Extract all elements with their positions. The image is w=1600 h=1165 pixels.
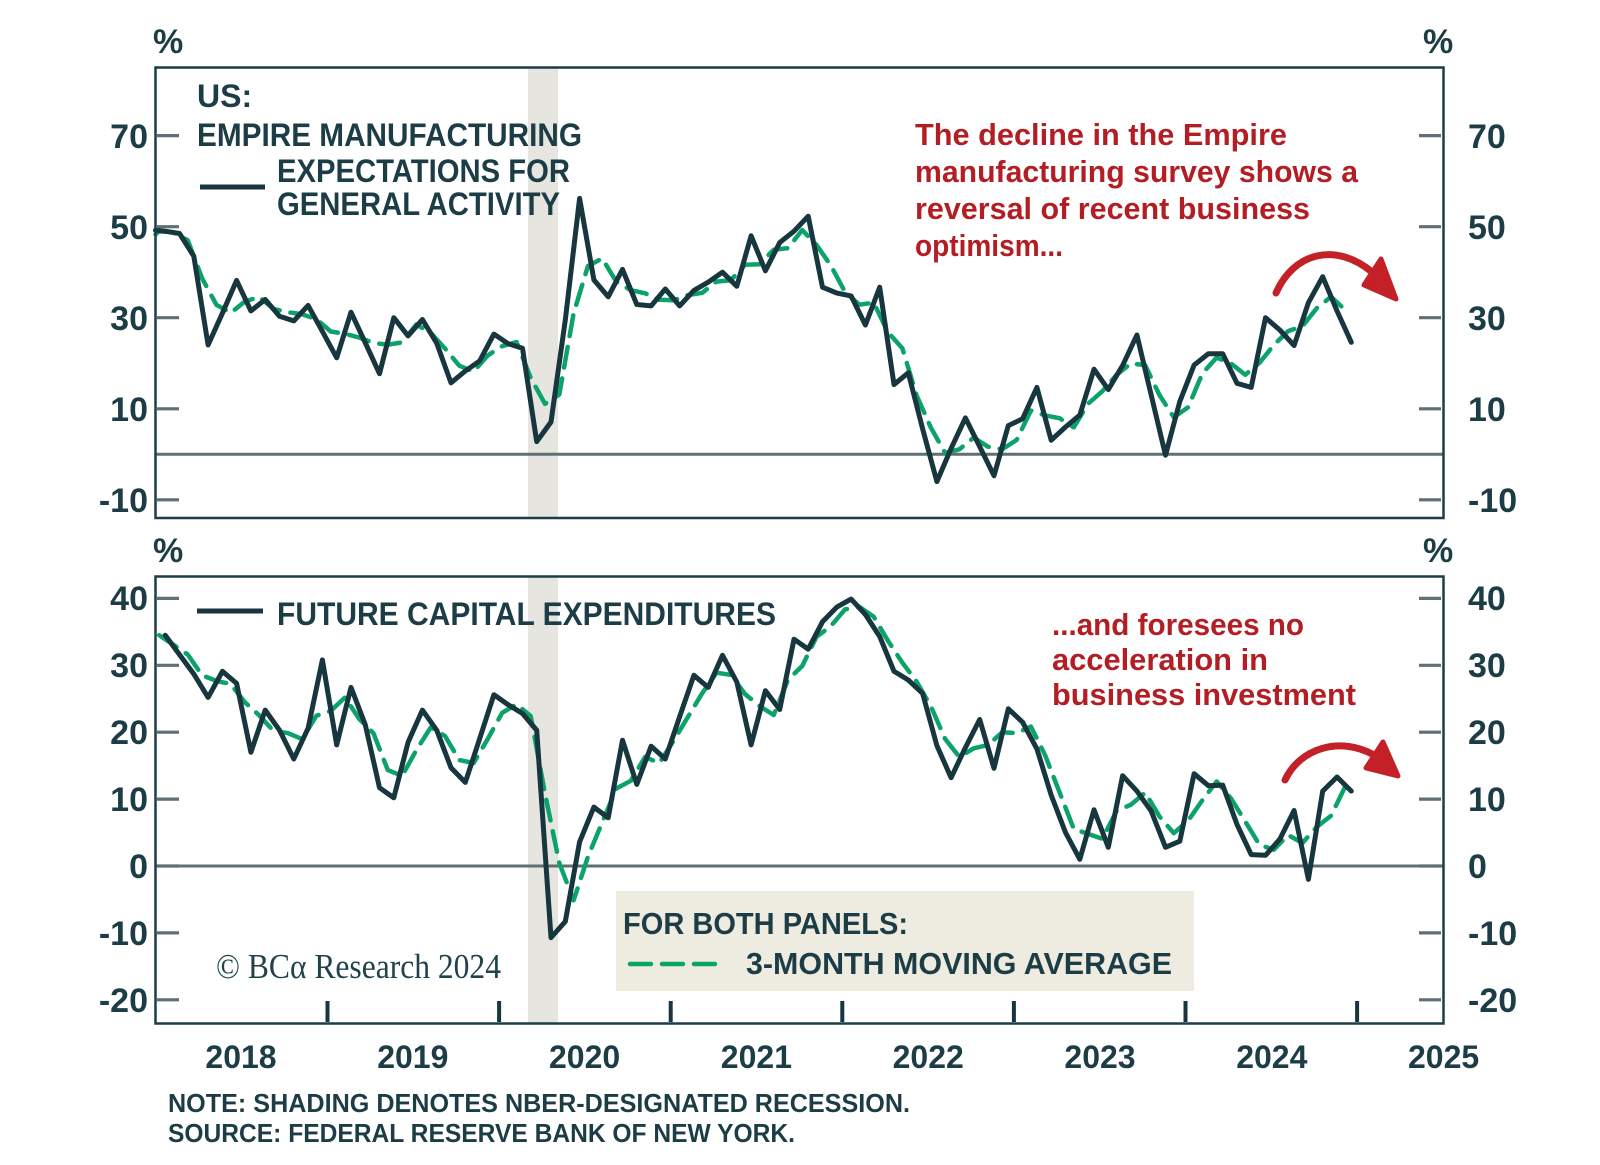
svg-text:-10: -10 — [99, 482, 148, 520]
svg-text:FUTURE CAPITAL EXPENDITURES: FUTURE CAPITAL EXPENDITURES — [277, 596, 776, 632]
svg-text:business investment: business investment — [1052, 677, 1356, 712]
svg-text:10: 10 — [110, 391, 148, 429]
svg-text:2024: 2024 — [1236, 1039, 1307, 1075]
svg-text:2023: 2023 — [1064, 1039, 1135, 1075]
svg-text:40: 40 — [1468, 580, 1506, 618]
svg-text:%: % — [1423, 23, 1453, 61]
svg-text:-20: -20 — [99, 982, 148, 1020]
svg-text:20: 20 — [1468, 714, 1506, 752]
svg-text:30: 30 — [110, 647, 148, 685]
svg-text:50: 50 — [1468, 209, 1506, 247]
svg-text:© BCα Research 2024: © BCα Research 2024 — [216, 947, 501, 986]
svg-text:US:: US: — [197, 78, 252, 114]
svg-text:acceleration in: acceleration in — [1052, 642, 1268, 677]
svg-text:reversal of recent business: reversal of recent business — [915, 191, 1310, 226]
svg-text:2022: 2022 — [893, 1039, 964, 1075]
svg-text:%: % — [1423, 532, 1453, 570]
svg-text:-10: -10 — [99, 915, 148, 953]
svg-text:10: 10 — [1468, 391, 1506, 429]
svg-text:0: 0 — [1468, 848, 1487, 886]
svg-text:NOTE: SHADING DENOTES NBER-DES: NOTE: SHADING DENOTES NBER-DESIGNATED RE… — [168, 1088, 910, 1118]
svg-text:%: % — [153, 532, 183, 570]
svg-text:2019: 2019 — [377, 1039, 448, 1075]
svg-text:10: 10 — [1468, 781, 1506, 819]
svg-text:10: 10 — [110, 781, 148, 819]
svg-text:%: % — [153, 23, 183, 61]
svg-text:The decline in the Empire: The decline in the Empire — [915, 117, 1287, 152]
svg-text:-20: -20 — [1468, 982, 1517, 1020]
svg-text:GENERAL ACTIVITY: GENERAL ACTIVITY — [277, 186, 560, 222]
svg-text:FOR BOTH PANELS:: FOR BOTH PANELS: — [623, 906, 908, 941]
svg-text:3-MONTH MOVING AVERAGE: 3-MONTH MOVING AVERAGE — [746, 946, 1172, 981]
svg-text:2021: 2021 — [721, 1039, 792, 1075]
svg-text:EMPIRE MANUFACTURING: EMPIRE MANUFACTURING — [197, 117, 582, 153]
svg-text:2020: 2020 — [549, 1039, 620, 1075]
svg-text:manufacturing survey shows a: manufacturing survey shows a — [915, 154, 1359, 189]
svg-text:2018: 2018 — [205, 1039, 276, 1075]
svg-text:30: 30 — [1468, 300, 1506, 338]
svg-text:optimism...: optimism... — [915, 228, 1063, 263]
svg-text:30: 30 — [1468, 647, 1506, 685]
svg-text:70: 70 — [110, 118, 148, 156]
svg-text:SOURCE: FEDERAL RESERVE BANK O: SOURCE: FEDERAL RESERVE BANK OF NEW YORK… — [168, 1118, 795, 1148]
svg-text:40: 40 — [110, 580, 148, 618]
svg-text:20: 20 — [110, 714, 148, 752]
svg-text:EXPECTATIONS FOR: EXPECTATIONS FOR — [277, 153, 570, 189]
svg-text:0: 0 — [129, 848, 148, 886]
svg-text:-10: -10 — [1468, 482, 1517, 520]
svg-text:50: 50 — [110, 209, 148, 247]
svg-text:2025: 2025 — [1408, 1039, 1479, 1075]
svg-text:-10: -10 — [1468, 915, 1517, 953]
svg-text:30: 30 — [110, 300, 148, 338]
svg-text:70: 70 — [1468, 118, 1506, 156]
svg-text:...and foresees no: ...and foresees no — [1052, 607, 1304, 642]
